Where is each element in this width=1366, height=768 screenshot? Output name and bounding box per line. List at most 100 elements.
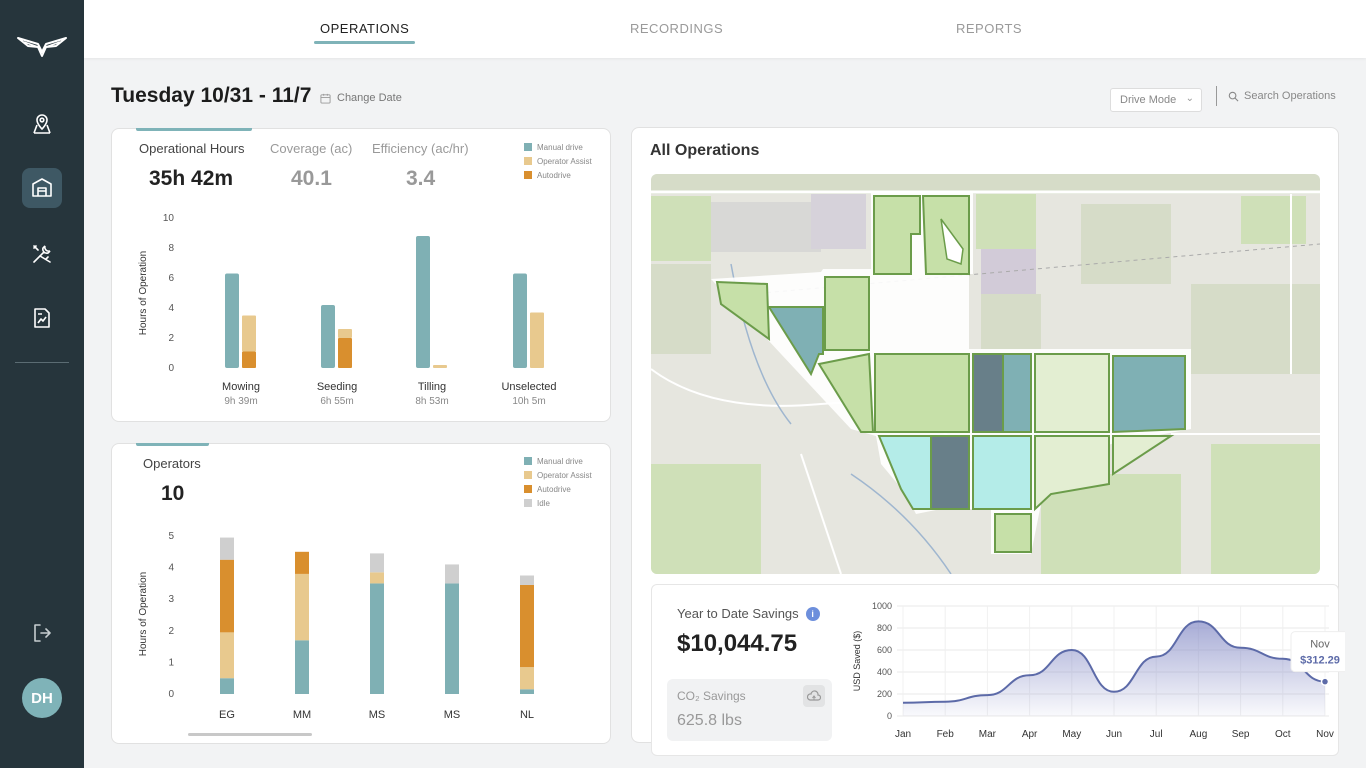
y-tick-label: 10 [163,213,175,224]
y-tick-label: 1 [168,657,174,668]
legend-swatch-assist [524,471,532,479]
legend-label: Manual drive [537,456,583,466]
legend-item: Idle [524,496,592,510]
ytd-savings-label: Year to Date Savings [677,606,799,621]
avatar[interactable]: DH [22,678,62,718]
sidebar: DH [0,0,84,768]
x-month-label: Aug [1190,729,1208,740]
tools-icon [33,245,51,263]
x-category-sublabel: 10h 5m [512,396,545,407]
y-tick-label: 800 [877,623,892,633]
bar-segment-manual [520,689,534,694]
y-tick-label: 4 [168,563,174,574]
bar-segment-manual [295,640,309,694]
x-month-label: Jan [895,729,911,740]
bar-autodrive [242,351,256,368]
sidebar-item-reports[interactable] [22,298,62,338]
x-category-label: Mowing [222,381,260,393]
bar-segment-idle [445,564,459,584]
top-nav: OPERATIONS RECORDINGS REPORTS [84,0,1366,58]
y-tick-label: 0 [168,363,174,374]
y-axis-label: Hours of Operation [138,572,149,657]
x-month-label: Feb [937,729,955,740]
search-operations-button[interactable]: Search Operations [1228,90,1336,102]
legend-item: Autodrive [524,168,592,182]
bar-operator-assist [338,329,352,338]
x-category-sublabel: 6h 55m [320,396,353,407]
legend-label: Autodrive [537,484,571,494]
sidebar-item-tools[interactable] [22,234,62,274]
savings-line [902,620,1326,704]
coverage-value: 40.1 [291,167,332,190]
operations-bar-chart: 0 2 4 6 8 10 Hours of Operation Mowing 9h 39m See… [138,213,557,407]
operations-map[interactable] [651,174,1320,574]
sidebar-item-map[interactable] [22,104,62,144]
ops-legend: Manual drive Operator Assist Autodrive [524,140,592,182]
sidebar-item-garage[interactable] [22,168,62,208]
brand-logo-icon[interactable] [16,34,68,60]
efficiency-label: Efficiency (ac/hr) [372,141,469,156]
y-tick-label: 0 [168,689,174,700]
x-month-label: Jul [1150,729,1163,740]
change-date-button[interactable]: Change Date [320,92,402,104]
tab-recordings[interactable]: RECORDINGS [630,21,724,36]
operations-card: Operational Hours 35h 42m Coverage (ac) … [111,128,611,422]
x-category-label: Seeding [317,381,357,393]
bar-segment-assist [370,572,384,584]
legend-item: Manual drive [524,140,592,154]
x-month-label: Oct [1275,729,1291,740]
tab-operations[interactable]: OPERATIONS [313,21,416,44]
bar-segment-auto [220,559,234,633]
x-category-label: EG [219,709,235,721]
drive-mode-value: Drive Mode [1120,94,1177,106]
y-tick-label: 4 [168,303,174,314]
bar-manual-drive [321,305,335,368]
logout-icon [34,624,51,642]
y-tick-label: 400 [877,667,892,677]
x-category-label: Tilling [418,381,446,393]
page-title: Tuesday 10/31 - 11/7 [111,84,312,107]
horizontal-scrollbar[interactable] [188,733,312,736]
cloud-icon [803,685,825,707]
latest-point-marker [1320,677,1330,686]
ytd-savings-value: $10,044.75 [677,630,798,657]
map-pin-icon [33,114,51,134]
tab-reports[interactable]: REPORTS [956,21,1023,36]
logout-button[interactable] [22,613,62,653]
calendar-icon [320,93,331,104]
x-category-label: NL [520,709,534,721]
bar-operator-assist [433,365,447,368]
bar-segment-manual [445,583,459,694]
search-operations-label: Search Operations [1244,90,1336,102]
y-tick-label: 2 [168,626,174,637]
legend-item: Manual drive [524,454,592,468]
bar-segment-manual [370,583,384,694]
y-tick-label: 600 [877,645,892,655]
info-icon[interactable]: i [805,606,820,621]
bar-autodrive [338,338,352,368]
x-category-label: MS [369,709,386,721]
bar-segment-idle [520,575,534,585]
bar-segment-idle [370,553,384,573]
bar-segment-manual [220,678,234,694]
card-tab-indicator [136,128,252,131]
legend-label: Operator Assist [537,470,592,480]
operators-legend: Manual drive Operator Assist Autodrive I… [524,454,592,510]
legend-swatch-assist [524,157,532,165]
x-month-label: Nov [1316,729,1334,740]
operators-stacked-bar-chart: 0 1 2 3 4 5 Hours of Operation EG MM MS MS NL [138,531,534,721]
bar-manual-drive [416,236,430,368]
bar-segment-assist [295,573,309,641]
bar-operator-assist [530,312,544,368]
drive-mode-select[interactable]: Drive Mode ⌄ [1110,88,1202,112]
bar-segment-auto [520,584,534,668]
legend-swatch-manual [524,457,532,465]
x-month-label: May [1062,729,1081,740]
report-icon [34,308,50,328]
change-date-label: Change Date [337,92,402,104]
x-category-label: MM [293,709,311,721]
garage-icon [32,178,52,197]
y-axis-label: Hours of Operation [138,251,149,336]
co2-savings-value: 625.8 lbs [677,712,742,729]
bar-manual-drive [225,273,239,368]
